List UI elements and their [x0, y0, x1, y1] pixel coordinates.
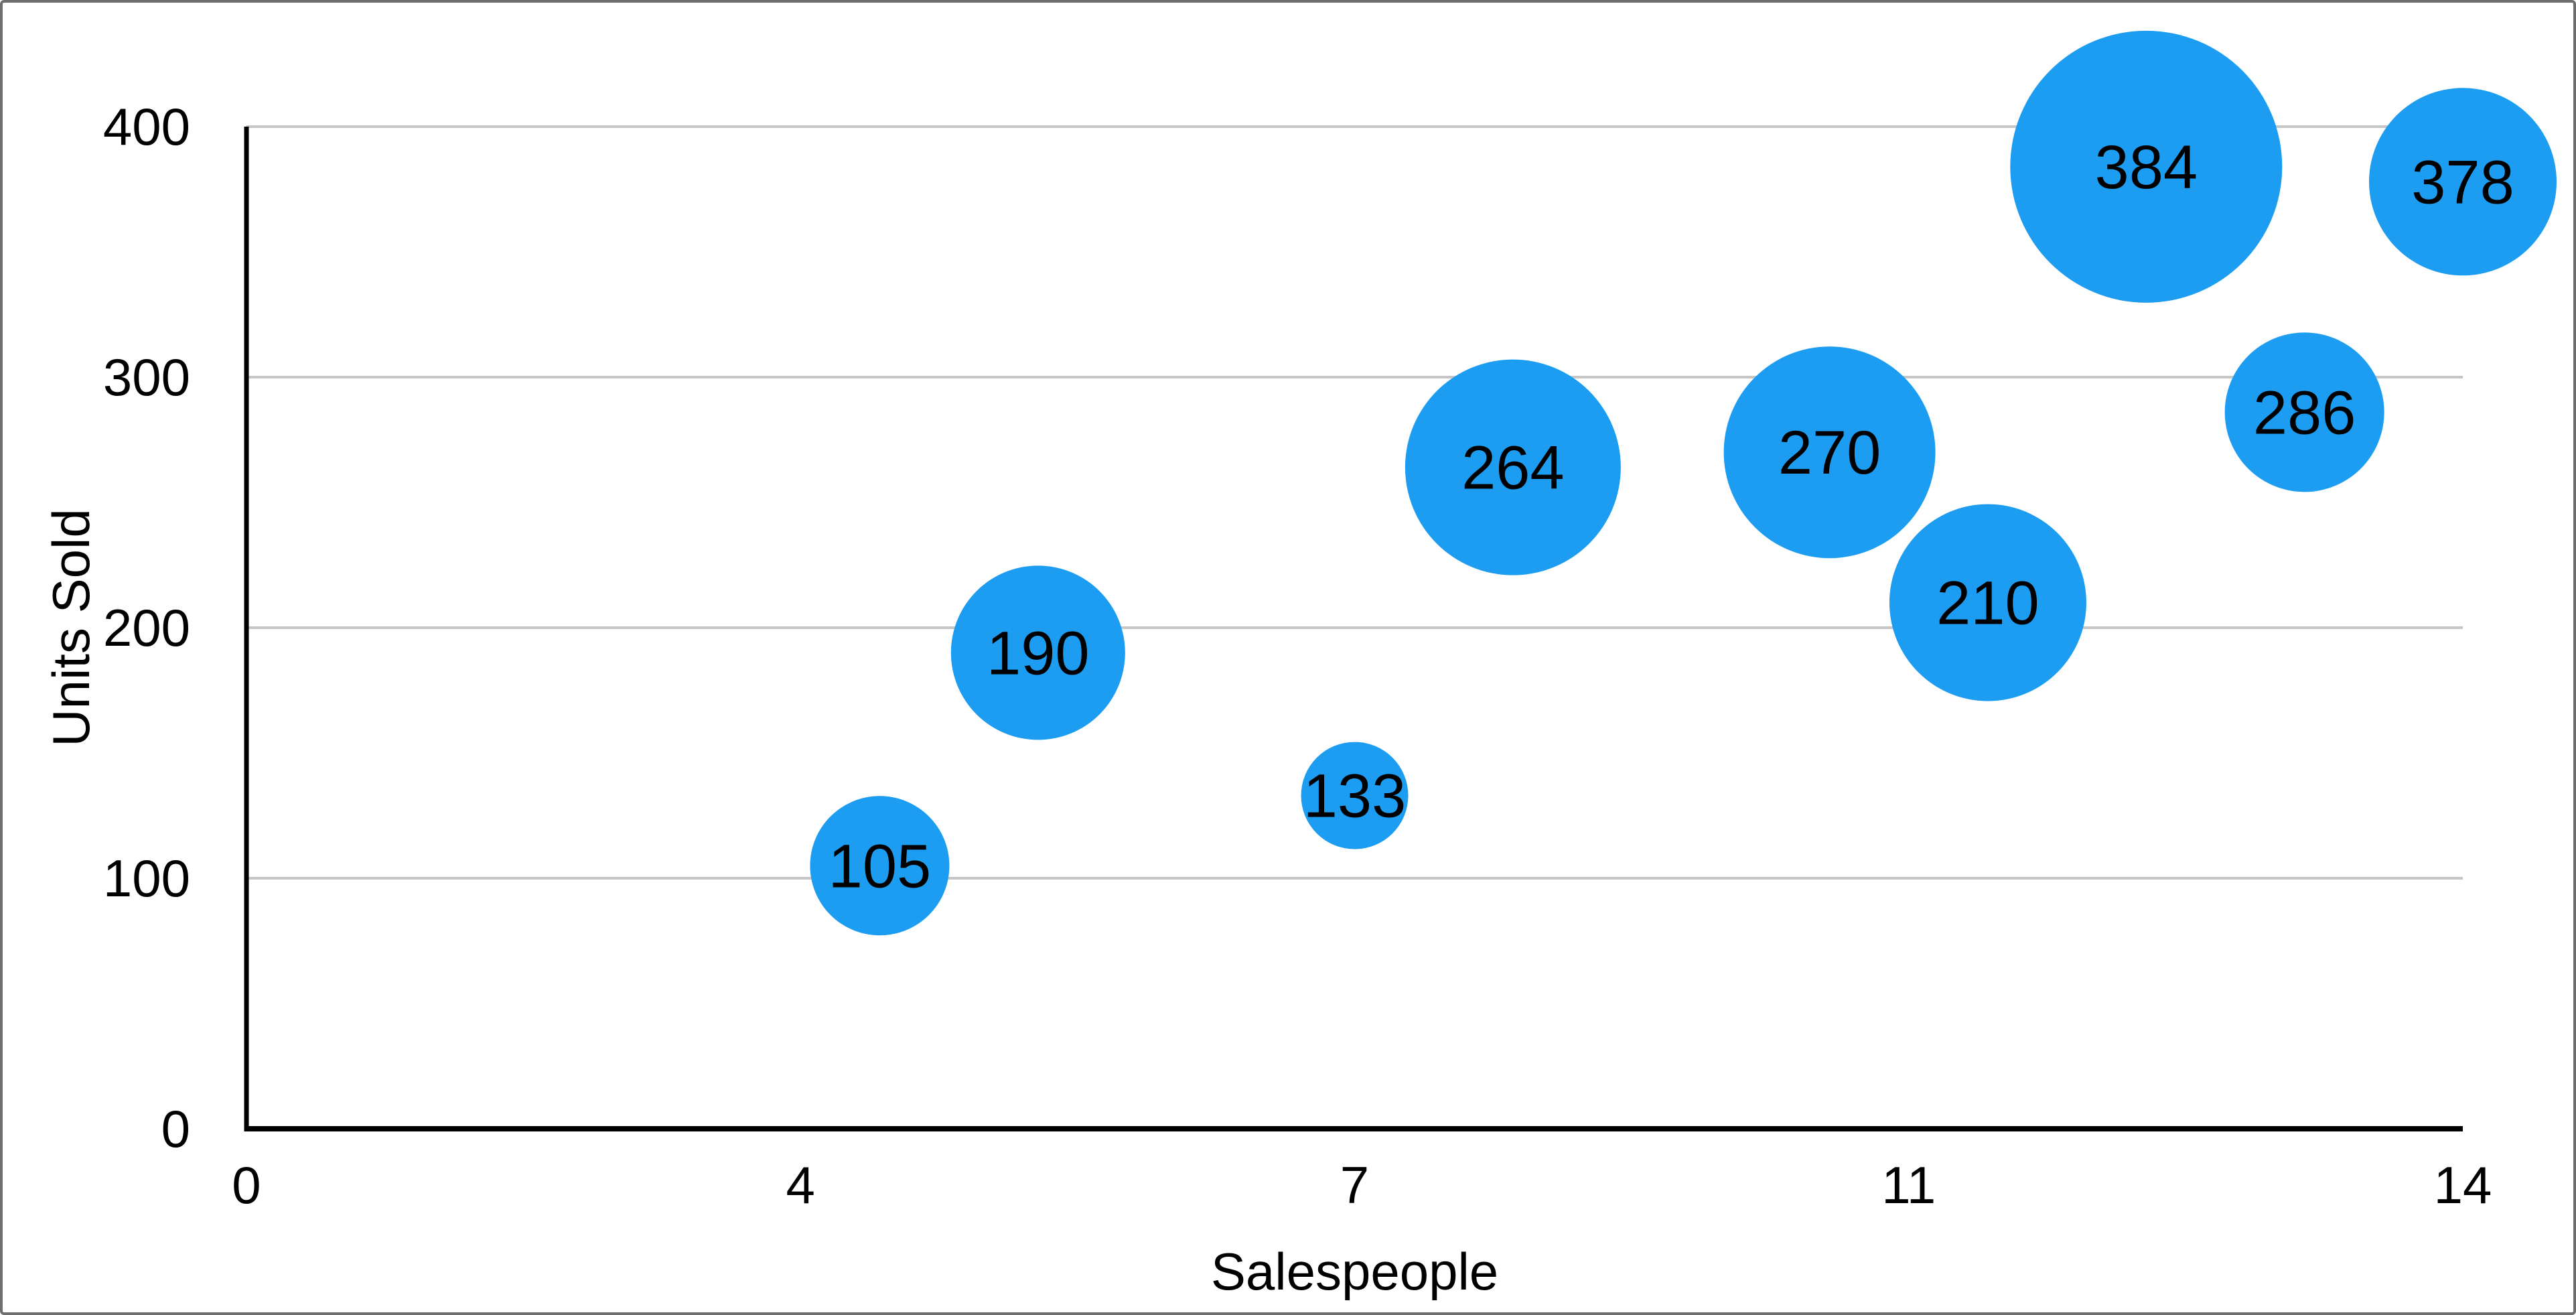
- bubble-value-label: 378: [2411, 148, 2514, 216]
- bubble-105[interactable]: [810, 796, 950, 936]
- x-tick-label: 11: [1881, 1156, 1936, 1215]
- bubble-value-label: 210: [1936, 569, 2040, 638]
- x-axis-title: Salespeople: [1211, 1242, 1498, 1301]
- x-tick-label: 4: [786, 1156, 815, 1215]
- bubble-286[interactable]: [2224, 332, 2384, 492]
- y-tick-label: 300: [103, 348, 190, 407]
- bubble-270[interactable]: [1723, 346, 1936, 559]
- y-tick-label: 0: [161, 1099, 190, 1158]
- y-tick-label: 400: [103, 97, 190, 156]
- bubble-133[interactable]: [1301, 742, 1409, 849]
- y-tick-label: 200: [103, 598, 190, 657]
- bubble-value-label: 384: [2095, 133, 2198, 202]
- bubble-value-label: 264: [1461, 434, 1565, 502]
- y-tick-label: 100: [103, 849, 190, 908]
- bubble-264[interactable]: [1405, 359, 1621, 575]
- bubble-190[interactable]: [950, 565, 1125, 740]
- bubble-value-label: 286: [2253, 378, 2356, 447]
- bubble-value-label: 105: [829, 832, 932, 900]
- bubble-384[interactable]: [2010, 30, 2283, 303]
- x-tick-label: 14: [2434, 1156, 2492, 1215]
- bubble-value-label: 190: [987, 619, 1090, 687]
- bubble-value-label: 133: [1303, 762, 1407, 831]
- x-tick-label: 0: [232, 1156, 261, 1215]
- x-tick-label: 7: [1340, 1156, 1369, 1215]
- y-axis-title: Units Sold: [42, 508, 100, 747]
- chart-dynamic-layer: 105 190 133 264 270 210 384 286 378 0 100 200 300 400…: [103, 30, 2557, 1215]
- bubble-value-label: 270: [1778, 419, 1881, 487]
- bubble-378[interactable]: [2369, 88, 2557, 276]
- bubble-210[interactable]: [1889, 504, 2086, 701]
